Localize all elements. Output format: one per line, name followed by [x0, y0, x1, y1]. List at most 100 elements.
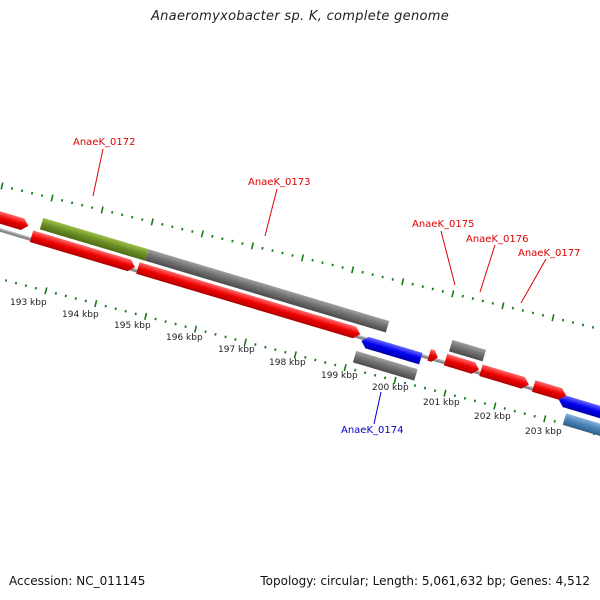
outer-tick-mark: [261, 246, 264, 250]
inner-tick-mark: [433, 389, 437, 393]
outer-tick-mark: [571, 321, 575, 324]
outer-tick-mark: [81, 203, 84, 207]
outer-tick-mark: [50, 194, 54, 202]
outer-tick-mark: [501, 302, 505, 310]
outer-tick-mark: [0, 182, 4, 190]
inner-tick-mark: [533, 414, 536, 418]
outer-tick-mark: [161, 222, 164, 226]
inner-tick-mark: [184, 325, 187, 329]
outer-tick-mark: [421, 285, 424, 288]
leader-line-anaek-0175: [440, 230, 456, 286]
inner-tick-mark: [304, 355, 307, 359]
outer-tick-mark: [451, 290, 455, 298]
outer-tick-track: [0, 182, 595, 329]
inner-tick-mark: [543, 415, 547, 423]
gene-labels: AnaeK_0172 AnaeK_0173 AnaeK_0174 AnaeK_0…: [73, 137, 580, 436]
inner-tick-mark: [503, 407, 506, 410]
inner-tick-mark: [493, 402, 497, 410]
inner-tick-mark: [293, 351, 297, 359]
cds-arrow-anaek-0176b: [479, 364, 529, 389]
inner-tick-mark: [413, 384, 417, 387]
inner-tick-mark: [343, 363, 347, 372]
inner-tick-mark: [54, 291, 58, 295]
outer-tick-mark: [481, 299, 484, 303]
outer-tick-mark: [300, 254, 305, 262]
inner-tick-mark: [24, 284, 28, 288]
outer-tick-mark: [351, 266, 355, 274]
inner-tick-mark: [84, 299, 87, 303]
topology-text: Topology: circular; Length: 5,061,632 bp…: [260, 574, 590, 588]
outer-tick-mark: [471, 297, 474, 301]
inner-tick-mark: [483, 402, 487, 405]
outer-tick-mark: [291, 254, 294, 257]
inner-tick-mark: [403, 381, 407, 385]
inner-tick-mark: [463, 396, 467, 400]
inner-tick-mark: [174, 322, 177, 326]
inner-tick-mark: [94, 300, 98, 308]
gene-label-anaek-0174: AnaeK_0174: [341, 425, 403, 436]
feature-group: [0, 204, 600, 437]
cds-arrow-anaek-0177: [531, 380, 567, 400]
outer-tick-mark: [60, 198, 64, 202]
leader-line-anaek-0174: [373, 391, 382, 425]
outer-tick-mark: [411, 282, 414, 286]
gene-bar-anaek-0173: [145, 249, 390, 333]
inner-tick-mark: [523, 412, 526, 416]
inner-tick-mark: [164, 320, 167, 323]
outer-tick-mark: [441, 289, 444, 293]
outer-tick-mark: [141, 218, 144, 221]
cds-arrow-anaek-0174: [361, 336, 423, 365]
inner-tick-mark: [254, 343, 257, 346]
kbp-label: 193 kbp: [10, 298, 47, 308]
inner-tick-mark: [383, 376, 387, 380]
outer-tick-mark: [511, 306, 515, 310]
outer-tick-mark: [431, 287, 434, 291]
outer-tick-mark: [131, 215, 134, 219]
inner-tick-mark: [124, 309, 127, 313]
gene-bar-anaek-0174: [352, 350, 418, 381]
inner-tick-mark: [324, 361, 327, 364]
outer-tick-mark: [321, 261, 324, 264]
inner-tick-mark: [284, 350, 287, 354]
inner-tick-mark: [363, 371, 367, 375]
kbp-label: 197 kbp: [218, 345, 255, 355]
inner-tick-mark: [314, 358, 317, 362]
leader-line-anaek-0177: [520, 258, 547, 304]
outer-tick-mark: [361, 270, 364, 274]
kbp-label: 195 kbp: [114, 321, 151, 331]
inner-tick-mark: [64, 294, 67, 298]
outer-tick-mark: [461, 294, 464, 298]
inner-tick-mark: [34, 286, 38, 290]
outer-tick-mark: [191, 230, 194, 233]
outer-tick-mark: [221, 237, 224, 241]
kbp-label: 199 kbp: [321, 371, 358, 381]
inner-tick-mark: [393, 376, 397, 384]
cds-arrow-reverse-right-edge: [558, 395, 600, 422]
inner-tick-mark: [14, 281, 18, 285]
outer-tick-mark: [381, 275, 384, 279]
outer-tick-mark: [181, 227, 184, 231]
gene-bar-anaek-0175: [449, 339, 487, 362]
outer-tick-mark: [311, 258, 314, 262]
cds-arrow-anaek-0176: [443, 353, 480, 374]
outer-tick-mark: [250, 242, 255, 250]
inner-tick-mark: [513, 409, 516, 413]
outer-tick-mark: [121, 213, 124, 217]
accession-text: Accession: NC_011145: [9, 574, 146, 588]
inner-tick-mark: [144, 312, 148, 320]
outer-tick-mark: [111, 210, 114, 214]
cds-arrow-anaek-0175: [427, 349, 438, 362]
gene-label-anaek-0173: AnaeK_0173: [248, 177, 310, 188]
inner-tick-mark: [204, 330, 207, 334]
inner-tick-mark: [274, 348, 277, 351]
outer-tick-mark: [521, 309, 525, 312]
gene-bar-anaek-0172: [39, 217, 149, 261]
map-title: Anaeromyxobacter sp. K, complete genome: [150, 9, 450, 24]
outer-tick-mark: [491, 302, 494, 305]
gene-label-anaek-0175: AnaeK_0175: [412, 219, 474, 230]
outer-tick-mark: [241, 242, 244, 245]
leader-line-anaek-0172: [92, 148, 104, 197]
inner-tick-mark: [473, 399, 477, 403]
